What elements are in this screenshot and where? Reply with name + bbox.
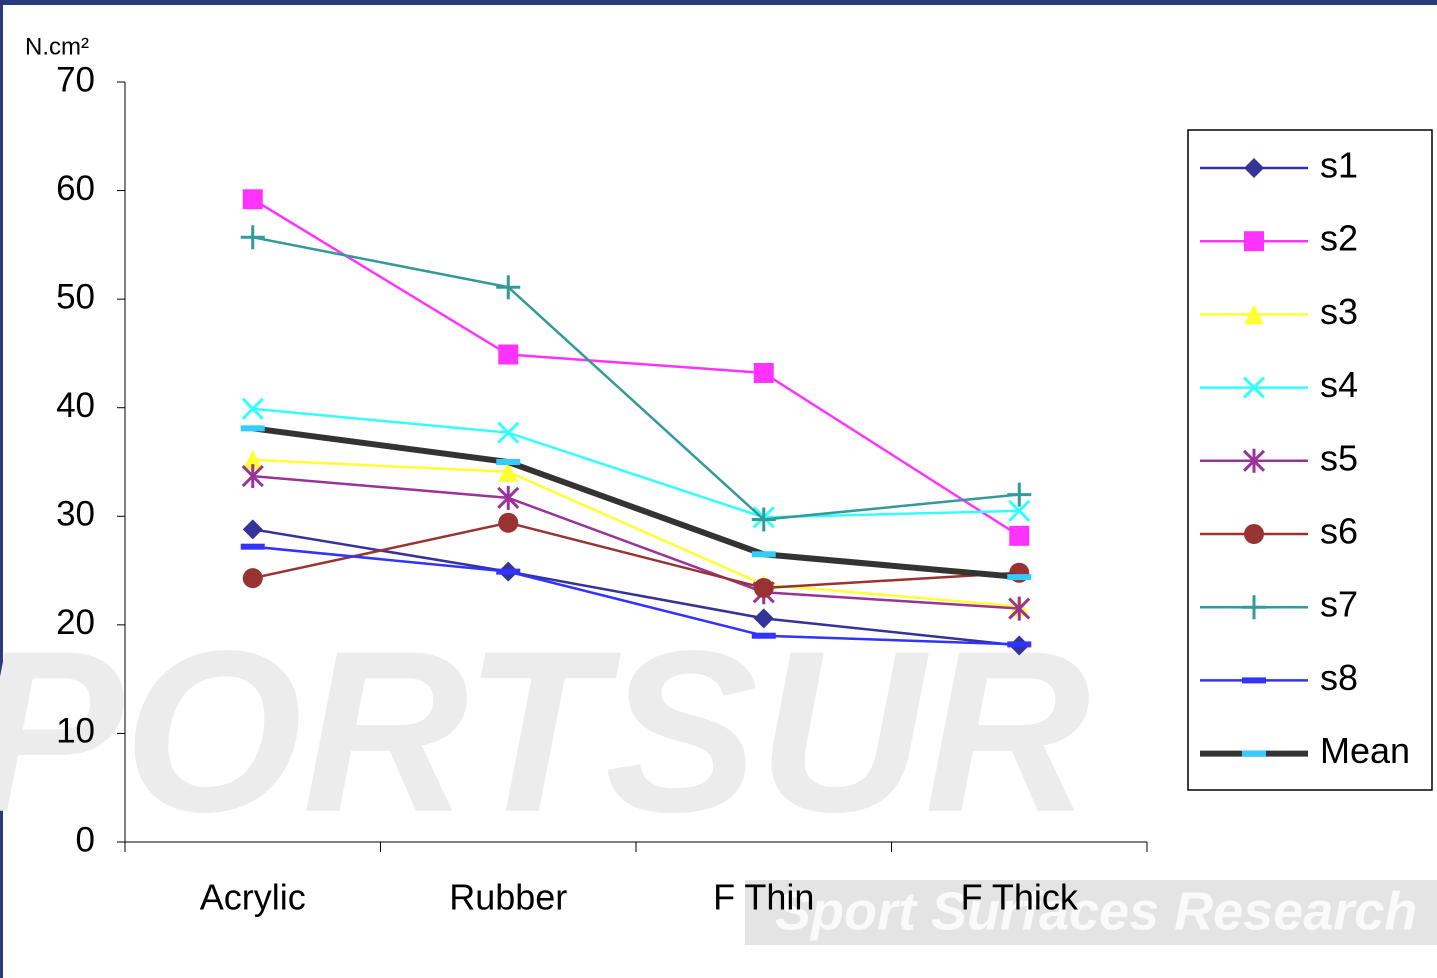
marker <box>1242 595 1266 619</box>
marker <box>1007 574 1031 580</box>
legend-label: s3 <box>1320 291 1358 332</box>
series-line <box>253 237 1020 519</box>
marker <box>496 459 520 465</box>
y-tick-label: 50 <box>56 277 95 316</box>
marker <box>754 578 774 598</box>
marker <box>243 189 263 209</box>
legend-label: s1 <box>1320 145 1358 186</box>
y-tick-label: 30 <box>56 495 95 534</box>
marker <box>1009 526 1029 546</box>
marker <box>498 513 518 533</box>
y-axis-label: N.cm² <box>25 33 89 60</box>
y-tick-label: 10 <box>56 712 95 751</box>
marker <box>241 425 265 431</box>
marker <box>241 544 265 550</box>
y-tick-label: 40 <box>56 386 95 425</box>
series-line <box>253 523 1020 588</box>
x-tick-label: Rubber <box>449 877 567 918</box>
marker <box>1242 751 1266 757</box>
legend-label: s4 <box>1320 364 1358 405</box>
y-tick-label: 0 <box>76 820 95 859</box>
watermark-subtitle: Sport Surfaces Research <box>775 881 1417 941</box>
x-tick-label: Acrylic <box>200 877 306 918</box>
series-line <box>253 460 1020 607</box>
series-line <box>253 476 1020 608</box>
legend-label: s7 <box>1320 584 1358 625</box>
top-bar <box>0 0 1437 5</box>
marker <box>754 363 774 383</box>
legend-label: s2 <box>1320 218 1358 259</box>
chart: PORTSUR Sport Surfaces Research N.cm² 01… <box>0 0 1437 978</box>
x-tick-label: F Thick <box>961 877 1079 918</box>
marker <box>752 551 776 557</box>
marker <box>1244 231 1264 251</box>
x-tick-label: F Thin <box>713 877 814 918</box>
y-tick-label: 60 <box>56 169 95 208</box>
marker <box>243 568 263 588</box>
legend-label: Mean <box>1320 730 1410 771</box>
marker <box>752 633 776 639</box>
marker <box>241 225 265 249</box>
legend-label: s8 <box>1320 657 1358 698</box>
y-tick-label: 20 <box>56 603 95 642</box>
marker <box>1244 524 1264 544</box>
marker <box>496 569 520 575</box>
marker <box>1244 158 1264 178</box>
legend-label: s5 <box>1320 437 1358 478</box>
y-tick-label: 70 <box>56 60 95 99</box>
marker <box>243 519 263 539</box>
marker <box>498 345 518 365</box>
legend-label: s6 <box>1320 511 1358 552</box>
marker <box>1007 641 1031 647</box>
marker <box>1242 677 1266 683</box>
